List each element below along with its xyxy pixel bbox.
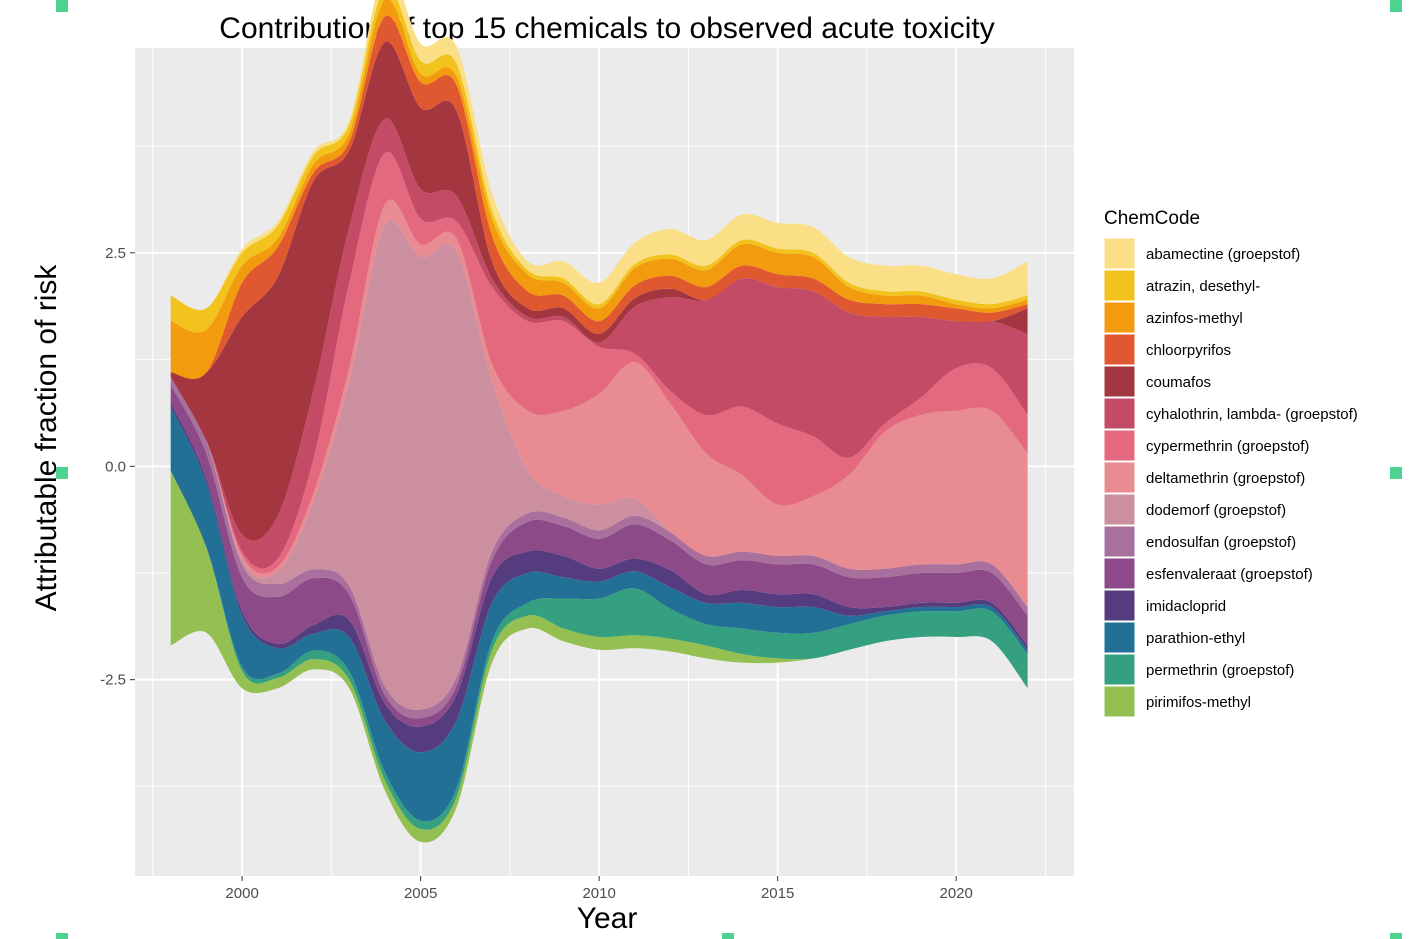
stream-layer-atrazin-desethyl (170, 0, 1028, 333)
handle-middle-right (1390, 467, 1402, 479)
legend-key-esfenvaleraat-groepstof (1103, 557, 1136, 590)
legend-title: ChemCode (1104, 208, 1200, 229)
stream-layer-imidacloprid (170, 402, 1028, 753)
legend-key-parathion-ethyl (1103, 621, 1136, 654)
legend-label-endosulfan-groepstof: endosulfan (groepstof) (1146, 534, 1296, 551)
x-tick-label: 2000 (225, 885, 258, 902)
stream-layer-coumafos (170, 41, 1028, 541)
legend-key-dodemorf-groepstof (1103, 493, 1136, 526)
handle-bottom-left (56, 933, 68, 939)
handle-top-right (1390, 0, 1402, 12)
y-tick-label: 2.5 (105, 245, 126, 262)
legend: ChemCode abamectine (groepstof) atrazin, … (1103, 208, 1358, 718)
legend-label-chloorpyrifos: chloorpyrifos (1146, 342, 1231, 359)
stream-layer-esfenvaleraat-groepstof (170, 385, 1028, 727)
legend-key-permethrin-groepstof (1103, 653, 1136, 686)
x-tick-label: 2015 (761, 885, 794, 902)
legend-label-abamectine-groepstof: abamectine (groepstof) (1146, 246, 1300, 263)
stream-layer-cyhalothrin-lambda-groepstof (170, 118, 1028, 569)
legend-items: abamectine (groepstof) atrazin, desethyl-… (1103, 237, 1358, 718)
y-axis-ticks: -2.5 0.0 2.5 (100, 245, 135, 689)
legend-key-atrazin-desethyl (1103, 269, 1136, 302)
x-tick-label: 2020 (939, 885, 972, 902)
legend-key-abamectine-groepstof (1103, 237, 1136, 270)
legend-key-cypermethrin-groepstof (1103, 429, 1136, 462)
y-tick-label: -2.5 (100, 672, 126, 689)
handle-top-left (56, 0, 68, 12)
legend-key-imidacloprid (1103, 589, 1136, 622)
stream-layer-cypermethrin-groepstof (170, 151, 1028, 574)
legend-label-cypermethrin-groepstof: cypermethrin (groepstof) (1146, 438, 1309, 455)
stream-layers (170, 0, 1028, 843)
handle-bottom-right (1390, 933, 1402, 939)
legend-label-esfenvaleraat-groepstof: esfenvaleraat (groepstof) (1146, 566, 1313, 583)
y-axis-title: Attributable fraction of risk (30, 264, 63, 612)
x-axis-ticks: 2000 2005 2010 2015 2020 (225, 876, 973, 902)
legend-label-cyhalothrin-lambda-groepstof: cyhalothrin, lambda- (groepstof) (1146, 406, 1358, 423)
legend-key-chloorpyrifos (1103, 333, 1136, 366)
legend-key-cyhalothrin-lambda-groepstof (1103, 397, 1136, 430)
stream-layer-abamectine-groepstof (170, 0, 1028, 311)
legend-label-pirimifos-methyl: pirimifos-methyl (1146, 694, 1251, 711)
legend-label-parathion-ethyl: parathion-ethyl (1146, 630, 1245, 647)
handle-bottom-middle (722, 933, 734, 939)
x-tick-label: 2005 (404, 885, 437, 902)
legend-key-endosulfan-groepstof (1103, 525, 1136, 558)
chart-title: Contribution of top 15 chemicals to obse… (219, 12, 994, 45)
x-tick-label: 2010 (582, 885, 615, 902)
legend-label-dodemorf-groepstof: dodemorf (groepstof) (1146, 502, 1286, 519)
stream-layer-chloorpyrifos (170, 15, 1028, 380)
x-axis-title: Year (577, 902, 638, 935)
legend-label-azinfos-methyl: azinfos-methyl (1146, 310, 1243, 327)
legend-key-pirimifos-methyl (1103, 685, 1136, 718)
legend-label-atrazin-desethyl: atrazin, desethyl- (1146, 278, 1260, 295)
legend-key-azinfos-methyl (1103, 301, 1136, 334)
legend-key-deltamethrin-groepstof (1103, 461, 1136, 494)
handle-middle-left (56, 467, 68, 479)
legend-key-coumafos (1103, 365, 1136, 398)
legend-label-imidacloprid: imidacloprid (1146, 598, 1226, 615)
legend-label-deltamethrin-groepstof: deltamethrin (groepstof) (1146, 470, 1305, 487)
stream-layer-dodemorf-groepstof (170, 220, 1028, 710)
stream-layer-deltamethrin-groepstof (170, 199, 1028, 608)
legend-label-permethrin-groepstof: permethrin (groepstof) (1146, 662, 1294, 679)
selection-handles (56, 0, 1402, 939)
y-tick-label: 0.0 (105, 458, 126, 475)
legend-label-coumafos: coumafos (1146, 374, 1211, 391)
